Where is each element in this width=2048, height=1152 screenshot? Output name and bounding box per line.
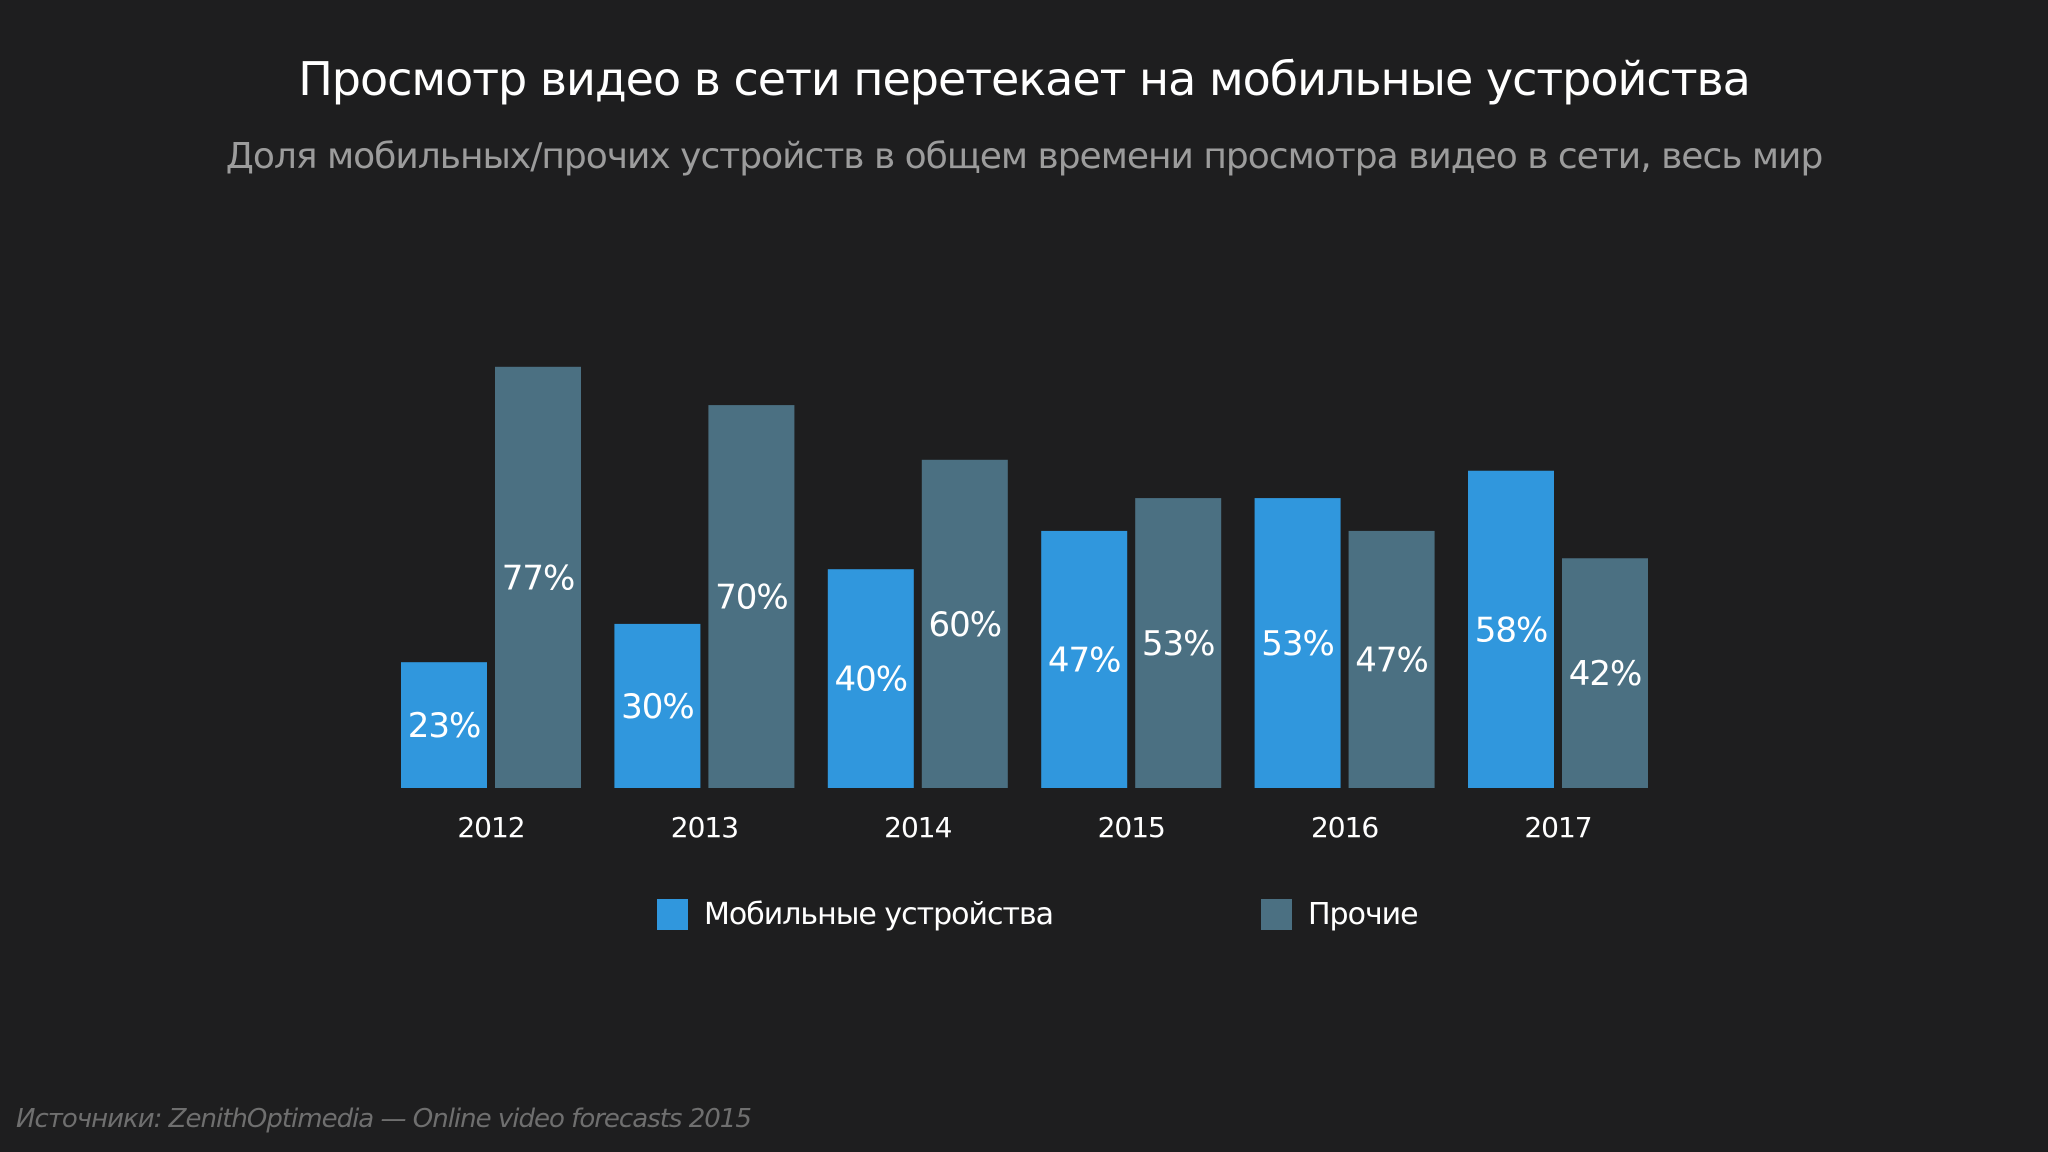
bar-mobile-2013 (614, 623, 701, 788)
data-label-mobile-2014: 40% (835, 660, 908, 700)
bar-mobile-2016 (1254, 498, 1341, 788)
bar-chart: 23% 77% 2012 30% 70% 2013 40% 60% 2014 47% 53% 2015… (401, 366, 1648, 844)
data-label-other-2013: 70% (715, 578, 788, 618)
data-label-other-2014: 60% (929, 605, 1002, 645)
data-label-mobile-2016: 53% (1261, 624, 1334, 664)
x-tick-label-2014: 2014 (884, 811, 951, 844)
data-label-mobile-2013: 30% (621, 687, 694, 727)
x-tick-label-2012: 2012 (457, 811, 524, 844)
data-label-mobile-2017: 58% (1475, 610, 1548, 650)
bar-mobile-2015 (1041, 530, 1128, 788)
legend-swatch-mobile (657, 898, 688, 930)
bar-other-2015 (1135, 498, 1222, 788)
data-label-other-2015: 53% (1142, 624, 1215, 664)
bar-other-2013 (708, 405, 795, 788)
x-tick-label-2013: 2013 (671, 811, 738, 844)
bar-mobile-2014 (827, 569, 914, 788)
source-note: Источники: ZenithOptimedia — Online vide… (16, 1104, 752, 1134)
bar-mobile-2017 (1468, 470, 1554, 788)
chart-subtitle: Доля мобильных/прочих устройств в общем … (225, 136, 1824, 177)
data-label-other-2017: 42% (1569, 654, 1642, 694)
data-label-mobile-2012: 23% (408, 706, 481, 746)
legend-label-other: Прочие (1308, 896, 1419, 932)
bar-other-2012 (495, 366, 581, 788)
bar-other-2017 (1562, 558, 1648, 788)
legend-label-mobile: Мобильные устройства (704, 896, 1054, 932)
legend: Мобильные устройства Прочие (0, 894, 2048, 934)
bar-other-2014 (921, 459, 1008, 788)
legend-swatch-other (1261, 898, 1292, 930)
x-tick-label-2015: 2015 (1098, 811, 1165, 844)
data-label-mobile-2015: 47% (1048, 640, 1121, 680)
bar-other-2016 (1348, 530, 1435, 788)
data-label-other-2012: 77% (502, 558, 575, 598)
legend-item-mobile: Мобильные устройства (657, 894, 1054, 934)
chart-title: Просмотр видео в сети перетекает на моби… (298, 52, 1751, 106)
legend-item-other: Прочие (1261, 894, 1419, 934)
data-label-other-2016: 47% (1355, 640, 1428, 680)
bar-mobile-2012 (401, 662, 487, 788)
x-tick-label-2017: 2017 (1524, 811, 1591, 844)
x-tick-label-2016: 2016 (1311, 811, 1378, 844)
